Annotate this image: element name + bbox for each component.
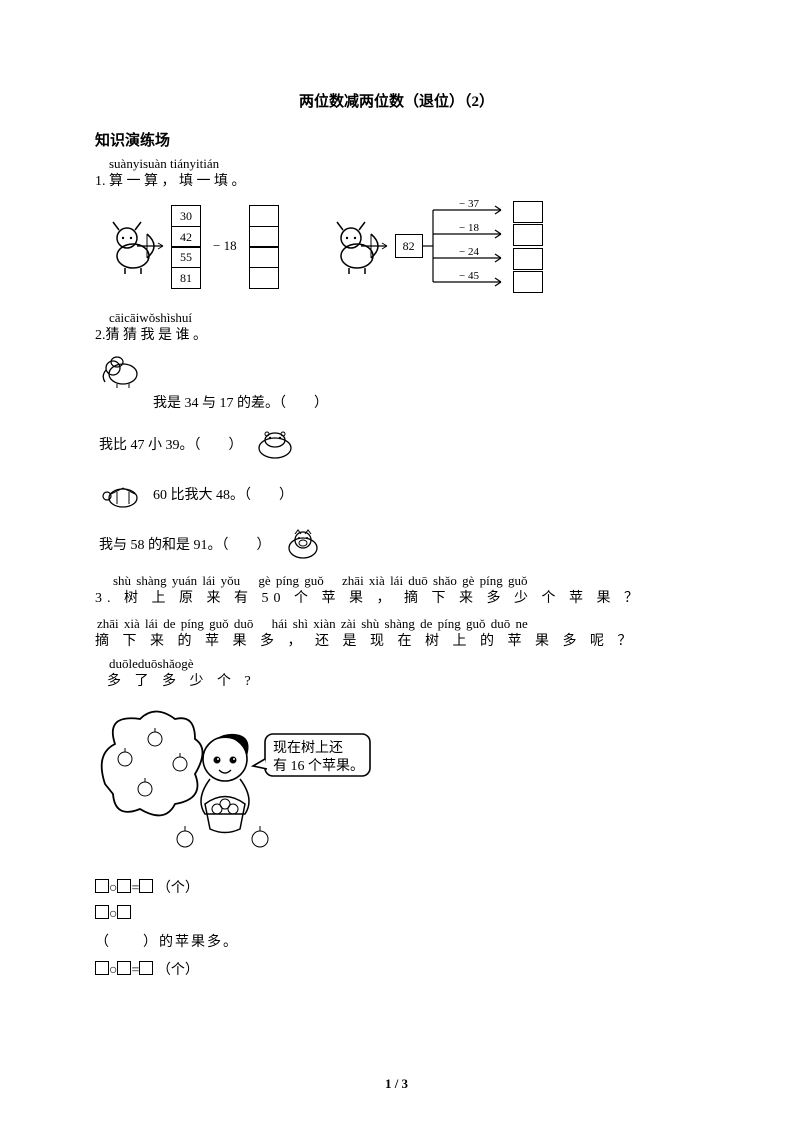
elephant-icon (99, 352, 143, 388)
q1-right-outputs (513, 201, 543, 292)
q1-right: 82 − 37 − 18 − 24 − 45 (329, 196, 543, 296)
section-header: 知识演练场 (95, 129, 698, 150)
q1-left-out1[interactable] (249, 226, 279, 248)
cow-archer-icon (329, 216, 389, 276)
q3: shù shàng yuán lái yǒu gè píng guǒ zhāi … (95, 570, 698, 979)
q1-left-out2[interactable] (249, 246, 279, 268)
q1-left-n0: 30 (171, 205, 201, 227)
q2-item-4: 我与 58 的和是 91。（ ） (99, 526, 698, 562)
q1-right-op2: − 24 (459, 246, 479, 258)
q3-hanzi-3: 多 了 多 少 个 ? (107, 670, 698, 690)
q1-diagrams: 30 42 55 81 − 18 (105, 196, 698, 296)
cow-archer-icon (105, 216, 165, 276)
q2-item-2: 我比 47 小 39。（ ） (99, 426, 698, 462)
q3-hanzi-1: 3. 树 上 原 来 有 50 个 苹 果 ， 摘 下 来 多 少 个 苹 果 … (95, 587, 698, 607)
q2-hanzi: 2.猜 猜 我 是 谁 。 (95, 324, 698, 344)
q2-text-1: 我是 34 与 17 的差。（ ） (153, 392, 698, 412)
q2-items: 我是 34 与 17 的差。（ ） 我比 47 小 39。（ ） 60 比我大 (99, 352, 698, 562)
q1-right-out3[interactable] (513, 271, 543, 293)
q2-item-1 (99, 352, 698, 388)
q3-b1-suffix: （个） (157, 881, 199, 896)
q1-left-n1: 42 (171, 226, 201, 248)
bubble-line2: 有 16 个苹果。 (273, 758, 364, 774)
q1-hanzi: 1. 算 一 算 ， 填 一 填 。 (95, 170, 698, 190)
q1-right-op3: − 45 (459, 270, 479, 282)
hippo-icon (253, 426, 297, 462)
q3-blank-4[interactable]: ○= （个） (95, 959, 698, 979)
q1-right-out0[interactable] (513, 201, 543, 223)
q1-right-out1[interactable] (513, 224, 543, 246)
q1-left-inputs: 30 42 55 81 (171, 205, 201, 287)
q1-left: 30 42 55 81 − 18 (105, 205, 279, 287)
q1-right-start: 82 (395, 234, 423, 258)
q3-blank-2[interactable]: ○ (95, 905, 698, 923)
boy-apples-illustration: 现在树上还 有 16 个苹果。 (95, 704, 375, 854)
turtle-icon (99, 476, 143, 512)
q1-right-op0: − 37 (459, 198, 479, 210)
q1: suànyisuàn tiányitián 1. 算 一 算 ， 填 一 填 。 (95, 156, 698, 296)
q2-label-4: 我与 58 的和是 91。（ ） (99, 534, 271, 554)
pig-icon (281, 526, 325, 562)
q2-item-3: 60 比我大 48。（ ） (99, 476, 698, 512)
q1-left-out3[interactable] (249, 267, 279, 289)
q3-blank-3[interactable]: （ ）的苹果多。 (95, 931, 698, 951)
q2-label-2: 我比 47 小 39。（ ） (99, 434, 243, 454)
q2-label-1: 我是 34 与 17 的差。（ ） (153, 392, 328, 412)
bubble-line1: 现在树上还 (273, 740, 343, 756)
q2: cāicāiwǒshìshuí 2.猜 猜 我 是 谁 。 我是 34 与 17… (95, 310, 698, 562)
page-number: 1 / 3 (0, 1076, 793, 1092)
q1-right-out2[interactable] (513, 248, 543, 270)
q1-right-op1: − 18 (459, 222, 479, 234)
page-title: 两位数减两位数（退位）（2） (95, 90, 698, 111)
q3-hanzi-2: 摘 下 来 的 苹 果 多 ， 还 是 现 在 树 上 的 苹 果 多 呢 ？ (95, 630, 698, 650)
q2-label-3: 60 比我大 48。（ ） (153, 484, 293, 504)
q1-left-op: − 18 (213, 238, 237, 254)
q3-b4-suffix: （个） (157, 963, 199, 978)
q1-left-out0[interactable] (249, 205, 279, 227)
q1-left-n2: 55 (171, 246, 201, 268)
q3-blank-1[interactable]: ○= （个） (95, 877, 698, 897)
q1-left-outputs (249, 205, 279, 287)
page: 两位数减两位数（退位）（2） 知识演练场 suànyisuàn tiányiti… (0, 0, 793, 1122)
branching-arrows-icon: − 37 − 18 − 24 − 45 (423, 196, 513, 296)
q1-left-n3: 81 (171, 267, 201, 289)
q1-right-arrows: 82 − 37 − 18 − 24 − 45 (395, 196, 543, 296)
